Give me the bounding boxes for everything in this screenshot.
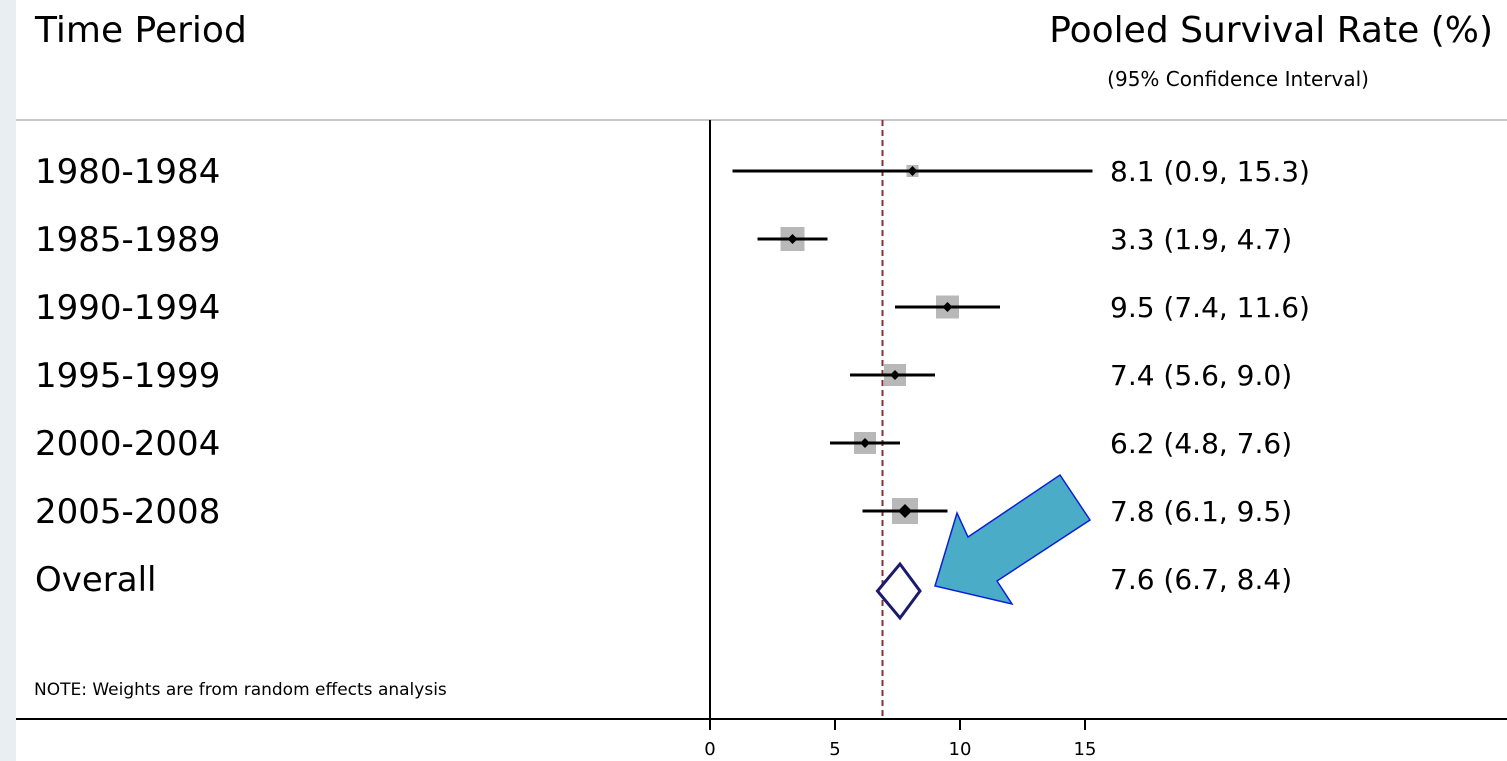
row-estimate-text: 3.3 (1.9, 4.7) <box>1110 223 1292 256</box>
point-estimate-marker <box>860 438 870 448</box>
point-estimate-marker <box>787 234 798 244</box>
study-row: 1985-1989 3.3 (1.9, 4.7) <box>35 220 1292 260</box>
overall-diamond <box>875 561 922 621</box>
point-estimate-marker <box>942 302 953 312</box>
x-tick-label: 0 <box>704 739 715 760</box>
weights-note: NOTE: Weights are from random effects an… <box>34 680 447 700</box>
point-estimate-marker <box>890 370 900 380</box>
row-estimate-text: 9.5 (7.4, 11.6) <box>1110 291 1310 324</box>
x-tick-label: 5 <box>829 739 840 760</box>
time-period-header: Time Period <box>34 10 247 51</box>
row-label: 2000-2004 <box>35 424 220 464</box>
row-label: 1980-1984 <box>35 152 220 192</box>
row-label: 1995-1999 <box>35 356 220 396</box>
row-estimate-text: 7.4 (5.6, 9.0) <box>1110 359 1292 392</box>
rows-layer: 1980-1984 8.1 (0.9, 15.3) 1985-1989 3.3 (1.… <box>35 152 1310 621</box>
row-label: Overall <box>35 560 157 600</box>
row-estimate-text: 8.1 (0.9, 15.3) <box>1110 155 1310 188</box>
study-row: 1995-1999 7.4 (5.6, 9.0) <box>35 356 1292 396</box>
point-estimate-marker <box>898 504 912 518</box>
pointer-arrow <box>934 473 1092 606</box>
study-row: 2005-2008 7.8 (6.1, 9.5) <box>35 492 1292 532</box>
x-tick-label: 10 <box>949 739 972 760</box>
overall-row: Overall 7.6 (6.7, 8.4) <box>35 560 1292 621</box>
pooled-survival-rate-header: Pooled Survival Rate (%) <box>1049 10 1493 51</box>
row-label: 1990-1994 <box>35 288 220 328</box>
x-ticks-layer: 0 5 10 15 <box>704 719 1096 760</box>
study-row: 2000-2004 6.2 (4.8, 7.6) <box>35 424 1292 464</box>
point-estimate-marker <box>907 166 918 176</box>
row-estimate-text: 6.2 (4.8, 7.6) <box>1110 427 1292 460</box>
confidence-interval-subheader: (95% Confidence Interval) <box>1107 67 1369 91</box>
x-tick-label: 15 <box>1074 739 1097 760</box>
row-estimate-text: 7.6 (6.7, 8.4) <box>1110 563 1292 596</box>
row-label: 2005-2008 <box>35 492 220 532</box>
row-label: 1985-1989 <box>35 220 220 260</box>
row-estimate-text: 7.8 (6.1, 9.5) <box>1110 495 1292 528</box>
study-row: 1980-1984 8.1 (0.9, 15.3) <box>35 152 1310 192</box>
study-row: 1990-1994 9.5 (7.4, 11.6) <box>35 288 1310 328</box>
forest-plot-panel <box>16 0 1507 761</box>
